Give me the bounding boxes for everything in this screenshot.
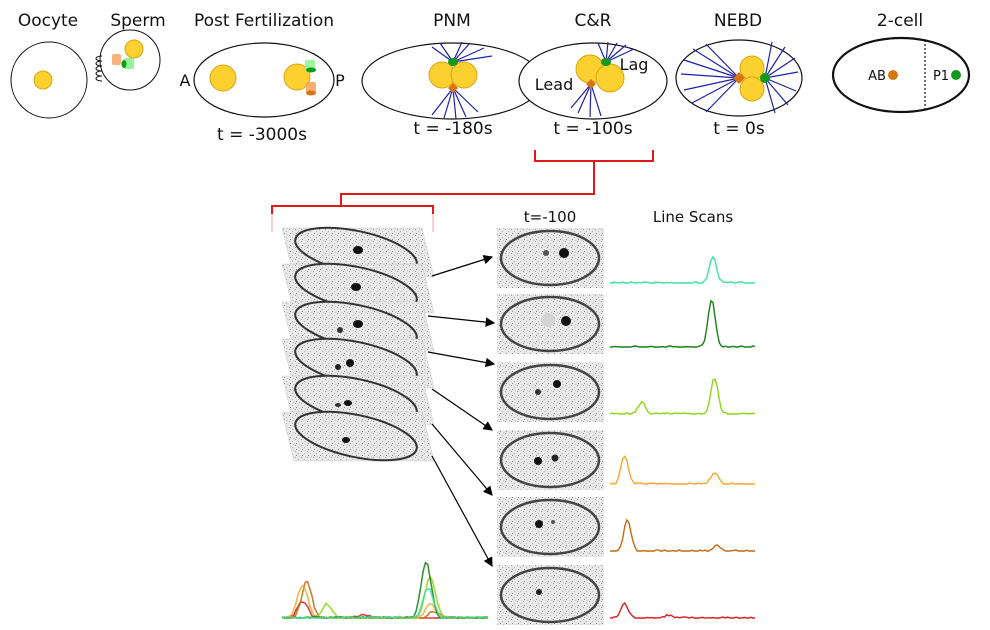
pnm-diagram [361, 41, 543, 120]
combined-trace [281, 561, 489, 619]
ab-centrosome [888, 70, 898, 80]
snapshot-time-label: t=-100 [524, 208, 577, 226]
micrograph [497, 294, 604, 354]
stage-title-oocyte: Oocyte [18, 11, 78, 31]
timepoint-bracket [271, 150, 654, 214]
label-lag: Lag [620, 55, 649, 74]
micrograph [497, 430, 604, 490]
p1-centrosome [951, 70, 961, 80]
cr-centrosome-orange [586, 79, 596, 89]
stage-title-sperm: Sperm [110, 11, 165, 31]
line-scan-trace [610, 299, 756, 348]
z-stack [281, 226, 435, 462]
maternal-pronucleus [209, 64, 237, 92]
sperm-tail [95, 55, 103, 82]
line-scans-label: Line Scans [653, 208, 733, 226]
label-posterior: P [335, 71, 345, 90]
stage-title-post-fertilization: Post Fertilization [194, 11, 334, 31]
time-cr: t = -100s [553, 119, 632, 139]
combined-line-scans [281, 561, 489, 619]
paternal-pronucleus [283, 63, 311, 91]
stage-title-pnm: PNM [433, 11, 471, 31]
line-scan-trace [609, 601, 755, 619]
time-post-fertilization: t = -3000s [217, 125, 307, 145]
line-scan-trace [609, 455, 755, 485]
line-scans [609, 255, 756, 619]
line-scan-trace [609, 518, 755, 552]
micrograph [497, 228, 604, 288]
sperm-diagram [95, 29, 161, 91]
micrograph-column [497, 228, 604, 625]
oocyte-diagram [10, 41, 88, 119]
combined-trace [281, 601, 488, 619]
micrograph [497, 565, 604, 625]
line-scan-trace [609, 378, 756, 415]
post-fertilization-diagram: A P [180, 42, 345, 118]
time-pnm: t = -180s [413, 119, 492, 139]
sperm-nucleus [124, 39, 144, 59]
cr-centrosome-green [601, 58, 611, 66]
micrograph [497, 497, 604, 557]
stage-title-2cell: 2-cell [877, 11, 923, 31]
label-ab-cell: AB [868, 69, 886, 84]
combined-trace [281, 588, 489, 619]
nebd-centrosome-green [760, 73, 770, 83]
label-lead: Lead [535, 75, 573, 94]
cr-diagram: Lead Lag [518, 41, 668, 120]
two-cell-diagram: AB P1 [831, 36, 971, 114]
line-scan-trace [610, 255, 755, 284]
label-p1-cell: P1 [933, 69, 949, 84]
stage-title-cr: C&R [575, 11, 612, 31]
nebd-diagram [675, 39, 803, 117]
z-slice [281, 410, 435, 462]
nebd-centrosome-orange [733, 72, 745, 84]
label-anterior: A [180, 71, 191, 90]
oocyte-nucleus [33, 70, 53, 90]
pnm-centrosome-green [448, 58, 458, 66]
stage-title-nebd: NEBD [714, 11, 762, 31]
sperm-centrosome-orange [112, 54, 121, 65]
time-nebd: t = 0s [713, 119, 765, 139]
slice-arrows [427, 254, 496, 568]
z-slice [281, 262, 435, 314]
pnm-centrosome-orange [448, 83, 458, 93]
micrograph [497, 362, 604, 422]
sperm-centrosome-green [124, 58, 134, 69]
